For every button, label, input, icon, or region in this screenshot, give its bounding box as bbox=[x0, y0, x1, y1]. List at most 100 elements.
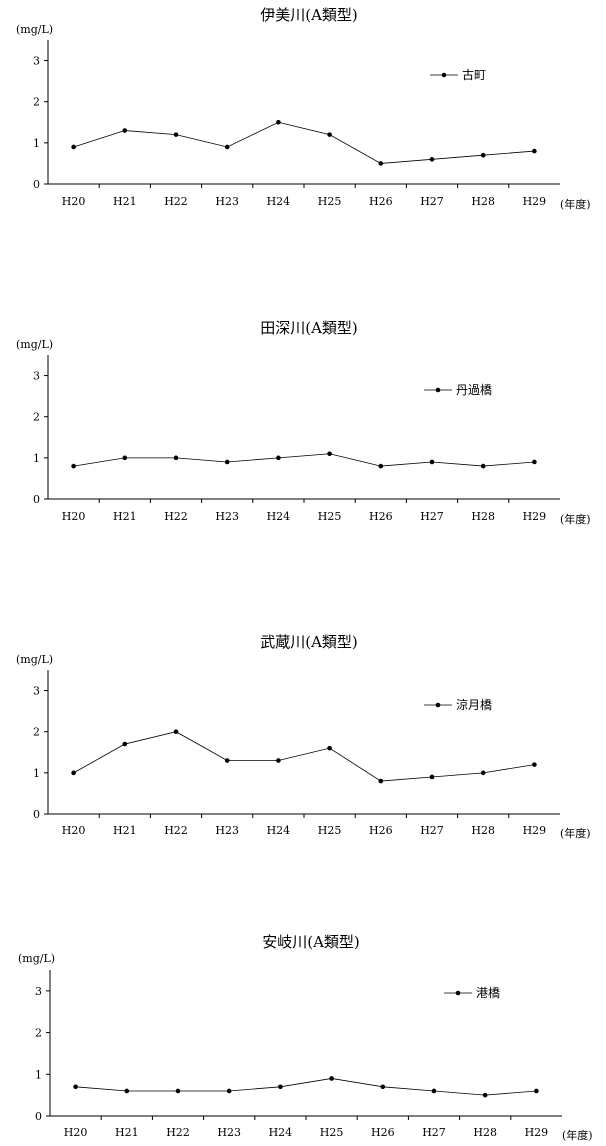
data-point bbox=[532, 148, 537, 154]
x-tick-label: H27 bbox=[422, 1126, 446, 1139]
legend-label: 古町 bbox=[462, 67, 486, 82]
chart-panel: 安岐川(A類型) (mg/L) 0 1 2 3 H20 H21 H22 H23 H24 H25 H26 H… bbox=[18, 933, 593, 1142]
series-line bbox=[73, 121, 535, 164]
y-tick-label: 0 bbox=[33, 808, 40, 821]
chart-title: 田深川(A類型) bbox=[260, 319, 358, 337]
x-tick-label: H23 bbox=[215, 510, 239, 523]
data-point bbox=[327, 451, 332, 457]
series-line bbox=[73, 453, 535, 467]
x-tick-label: H24 bbox=[269, 1126, 293, 1139]
x-tick-label: H25 bbox=[318, 195, 342, 208]
y-tick-label: 2 bbox=[33, 726, 40, 739]
x-axis-unit: (年度) bbox=[562, 1128, 593, 1142]
x-tick-label: H25 bbox=[318, 824, 342, 837]
x-tick-label: H23 bbox=[215, 824, 239, 837]
data-point bbox=[73, 1084, 78, 1090]
x-tick-label: H25 bbox=[320, 1126, 344, 1139]
y-tick-label: 1 bbox=[33, 137, 40, 150]
data-point bbox=[429, 774, 435, 780]
x-axis-unit: (年度) bbox=[560, 512, 591, 526]
data-point bbox=[431, 1088, 437, 1094]
x-tick-label: H23 bbox=[215, 195, 239, 208]
legend-marker bbox=[435, 702, 441, 708]
chart-panel: 田深川(A類型) (mg/L) 0 1 2 3 H20 H21 H22 H23 H24 H25 H26 H… bbox=[16, 319, 591, 526]
x-tick-label: H20 bbox=[62, 195, 86, 208]
y-tick-label: 3 bbox=[33, 55, 40, 68]
x-tick-label: H22 bbox=[164, 824, 188, 837]
data-point bbox=[71, 144, 76, 150]
x-tick-label: H20 bbox=[64, 1126, 88, 1139]
legend-label: 港橋 bbox=[476, 986, 500, 1000]
x-tick-label: H22 bbox=[164, 510, 188, 523]
x-tick-label: H28 bbox=[471, 510, 495, 523]
x-tick-label: H29 bbox=[523, 510, 547, 523]
y-axis-unit: (mg/L) bbox=[16, 23, 53, 36]
y-tick-label: 2 bbox=[33, 96, 40, 109]
data-point bbox=[480, 152, 486, 158]
data-point bbox=[429, 459, 435, 465]
data-point bbox=[122, 128, 128, 133]
data-point bbox=[378, 778, 384, 784]
x-tick-label: H26 bbox=[371, 1126, 395, 1139]
y-tick-label: 3 bbox=[33, 685, 40, 698]
x-tick-label: H21 bbox=[113, 195, 137, 208]
data-point bbox=[378, 463, 384, 469]
x-tick-label: H29 bbox=[523, 824, 547, 837]
data-point bbox=[534, 1088, 539, 1094]
x-tick-label: H25 bbox=[318, 510, 342, 523]
data-point bbox=[378, 161, 384, 166]
x-tick-label: H26 bbox=[369, 824, 393, 837]
x-tick-label: H24 bbox=[267, 195, 291, 208]
chart-title: 武蔵川(A類型) bbox=[260, 633, 358, 651]
y-tick-label: 3 bbox=[33, 370, 40, 383]
y-tick-label: 2 bbox=[35, 1027, 42, 1040]
x-tick-label: H24 bbox=[267, 824, 291, 837]
y-axis-unit: (mg/L) bbox=[16, 653, 53, 666]
x-tick-label: H24 bbox=[267, 510, 291, 523]
x-tick-label: H26 bbox=[369, 510, 393, 523]
chart-title: 伊美川(A類型) bbox=[260, 6, 358, 24]
y-tick-label: 0 bbox=[33, 178, 40, 191]
y-tick-label: 1 bbox=[33, 767, 40, 780]
data-point bbox=[482, 1092, 488, 1098]
x-tick-label: H21 bbox=[115, 1126, 139, 1139]
data-point bbox=[226, 1088, 232, 1094]
legend-label: 涼月橋 bbox=[456, 697, 492, 712]
data-point bbox=[327, 745, 332, 751]
x-tick-label: H20 bbox=[62, 824, 86, 837]
y-tick-label: 1 bbox=[35, 1068, 42, 1081]
legend-marker bbox=[455, 990, 461, 996]
x-tick-label: H27 bbox=[420, 195, 444, 208]
data-point bbox=[224, 144, 230, 150]
data-point bbox=[71, 463, 76, 469]
data-point bbox=[122, 455, 128, 461]
data-point bbox=[380, 1084, 386, 1090]
data-point bbox=[329, 1076, 334, 1081]
x-axis-unit: (年度) bbox=[560, 197, 591, 211]
y-axis-unit: (mg/L) bbox=[18, 952, 55, 965]
data-point bbox=[173, 729, 179, 735]
legend-marker bbox=[435, 387, 441, 393]
x-tick-label: H28 bbox=[471, 824, 495, 837]
chart-title: 安岐川(A類型) bbox=[262, 933, 360, 951]
y-tick-label: 2 bbox=[33, 411, 40, 424]
x-tick-label: H21 bbox=[113, 510, 137, 523]
y-axis-unit: (mg/L) bbox=[16, 338, 53, 351]
chart-panel: 伊美川(A類型) (mg/L) 0 1 2 3 H20 H21 H22 H23 H24 H25 H26 H… bbox=[16, 6, 591, 211]
data-point bbox=[532, 762, 537, 767]
data-point bbox=[327, 132, 332, 137]
data-point bbox=[276, 455, 281, 461]
data-point bbox=[480, 770, 486, 776]
data-point bbox=[278, 1084, 283, 1090]
x-tick-label: H27 bbox=[420, 510, 444, 523]
data-point bbox=[173, 455, 179, 461]
data-point bbox=[429, 157, 435, 162]
x-tick-label: H29 bbox=[525, 1126, 549, 1139]
x-tick-label: H22 bbox=[166, 1126, 190, 1139]
x-tick-label: H23 bbox=[217, 1126, 241, 1139]
data-point bbox=[173, 132, 179, 137]
data-point bbox=[480, 463, 486, 469]
data-point bbox=[175, 1088, 181, 1094]
y-tick-label: 3 bbox=[35, 985, 42, 998]
x-tick-label: H26 bbox=[369, 195, 393, 208]
